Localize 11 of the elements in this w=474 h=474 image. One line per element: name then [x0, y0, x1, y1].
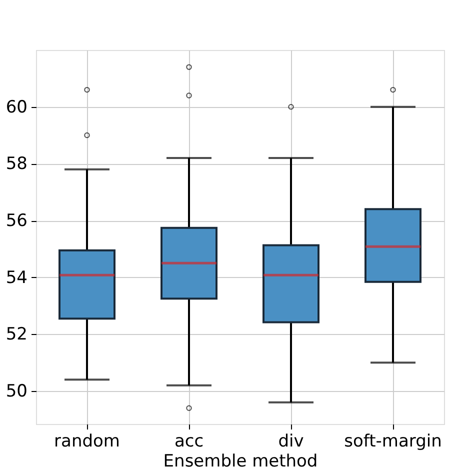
- y-tick-label: 60: [6, 97, 28, 118]
- y-tick-label: 50: [6, 382, 28, 402]
- x-axis-title: Ensemble method: [163, 452, 318, 472]
- x-tick-label: div: [278, 432, 304, 452]
- y-tick-label: 54: [6, 268, 28, 288]
- y-tick-label: 58: [6, 154, 28, 174]
- x-tick-label: random: [54, 432, 120, 452]
- y-tick-label: 56: [6, 211, 28, 232]
- x-tick-label: soft-margin: [344, 432, 442, 452]
- y-tick-label: 52: [6, 324, 28, 345]
- x-tick-label: acc: [174, 432, 204, 452]
